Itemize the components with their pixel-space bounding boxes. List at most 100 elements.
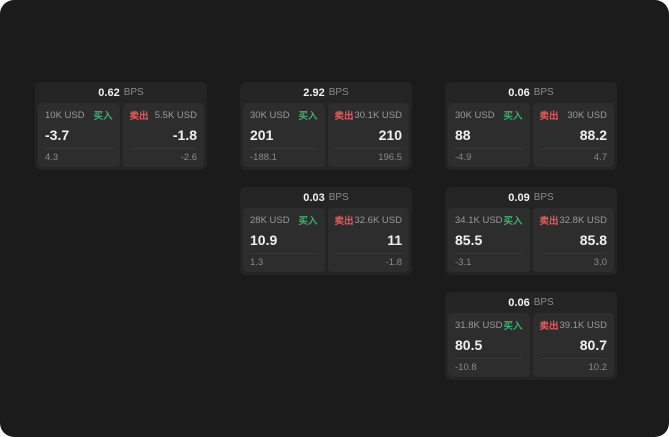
- spread-value: 0.03: [303, 191, 325, 204]
- buy-amount: 31.8K USD: [455, 319, 503, 331]
- buy-panel[interactable]: 30K USD 买入 88 -4.9: [448, 103, 530, 167]
- quote-body: 34.1K USD 买入 85.5 -3.1 卖出 32.8K USD 85.8…: [445, 208, 617, 275]
- sell-tag: 卖出: [334, 111, 354, 122]
- sell-sub-value: 10.2: [539, 358, 607, 373]
- spread-unit: BPS: [328, 87, 349, 98]
- sell-amount: 5.5K USD: [154, 109, 197, 121]
- buy-sub-value: 4.3: [45, 148, 113, 163]
- buy-price: 85.5: [455, 232, 483, 248]
- buy-price: 80.5: [455, 337, 483, 353]
- sell-price: 11: [387, 232, 402, 248]
- quote-card: 0.06 BPS 30K USD 买入 88 -4.9 卖出 30K USD 8…: [445, 82, 617, 170]
- sell-tag: 卖出: [539, 321, 559, 332]
- sell-price: 88.2: [579, 127, 607, 143]
- sell-header-row: 卖出 32.8K USD: [539, 213, 608, 228]
- sell-sub-value: -1.8: [334, 253, 402, 268]
- buy-panel[interactable]: 31.8K USD 买入 80.5 -10.8: [448, 313, 530, 377]
- buy-sub-value: -10.8: [455, 358, 523, 373]
- sell-panel[interactable]: 卖出 32.8K USD 85.8 3.0: [532, 208, 614, 272]
- sell-panel[interactable]: 卖出 39.1K USD 80.7 10.2: [532, 313, 614, 377]
- buy-panel[interactable]: 10K USD 买入 -3.7 4.3: [38, 103, 120, 167]
- spread-value: 0.06: [508, 86, 530, 99]
- quote-body: 31.8K USD 买入 80.5 -10.8 卖出 39.1K USD 80.…: [445, 313, 617, 380]
- buy-amount: 10K USD: [45, 109, 85, 121]
- quote-card: 0.09 BPS 34.1K USD 买入 85.5 -3.1 卖出 32.8K…: [445, 187, 617, 275]
- quote-body: 30K USD 买入 201 -188.1 卖出 30.1K USD 210 1…: [240, 103, 412, 170]
- buy-header-row: 10K USD 买入: [45, 108, 113, 123]
- sell-header-row: 卖出 39.1K USD: [539, 318, 608, 333]
- spread-value: 0.62: [98, 86, 120, 99]
- buy-header-row: 30K USD 买入: [455, 108, 523, 123]
- sell-sub-value: 196.5: [334, 148, 402, 163]
- buy-amount: 28K USD: [250, 214, 290, 226]
- sell-price: 210: [378, 127, 402, 143]
- buy-amount: 30K USD: [250, 109, 290, 121]
- quote-body: 10K USD 买入 -3.7 4.3 卖出 5.5K USD -1.8 -2.…: [35, 103, 207, 170]
- quote-body: 30K USD 买入 88 -4.9 卖出 30K USD 88.2 4.7: [445, 103, 617, 170]
- sell-price: 80.7: [579, 337, 607, 353]
- spread-header: 0.62 BPS: [35, 82, 207, 103]
- buy-tag: 买入: [298, 216, 318, 227]
- buy-price: 10.9: [250, 232, 278, 248]
- sell-tag: 卖出: [539, 216, 559, 227]
- buy-amount: 30K USD: [455, 109, 495, 121]
- buy-sub-value: -4.9: [455, 148, 523, 163]
- sell-tag: 卖出: [539, 111, 559, 122]
- buy-header-row: 31.8K USD 买入: [455, 318, 523, 333]
- sell-sub-value: -2.6: [129, 148, 197, 163]
- spread-header: 0.03 BPS: [240, 187, 412, 208]
- sell-amount: 32.8K USD: [559, 214, 607, 226]
- spread-value: 2.92: [303, 86, 325, 99]
- sell-amount: 39.1K USD: [559, 319, 607, 331]
- spread-header: 0.06 BPS: [445, 82, 617, 103]
- buy-header-row: 34.1K USD 买入: [455, 213, 523, 228]
- buy-panel[interactable]: 30K USD 买入 201 -188.1: [243, 103, 325, 167]
- spread-value: 0.09: [508, 191, 530, 204]
- sell-amount: 30K USD: [567, 109, 607, 121]
- sell-panel[interactable]: 卖出 5.5K USD -1.8 -2.6: [122, 103, 204, 167]
- spread-header: 0.09 BPS: [445, 187, 617, 208]
- buy-header-row: 28K USD 买入: [250, 213, 318, 228]
- sell-price: -1.8: [172, 127, 197, 143]
- sell-sub-value: 4.7: [539, 148, 607, 163]
- spread-unit: BPS: [533, 297, 554, 308]
- quote-body: 28K USD 买入 10.9 1.3 卖出 32.6K USD 11 -1.8: [240, 208, 412, 275]
- sell-header-row: 卖出 5.5K USD: [129, 108, 198, 123]
- buy-sub-value: -188.1: [250, 148, 318, 163]
- sell-amount: 30.1K USD: [354, 109, 402, 121]
- sell-panel[interactable]: 卖出 30K USD 88.2 4.7: [532, 103, 614, 167]
- buy-tag: 买入: [503, 321, 523, 332]
- buy-tag: 买入: [93, 111, 113, 122]
- quote-card: 2.92 BPS 30K USD 买入 201 -188.1 卖出 30.1K …: [240, 82, 412, 170]
- spread-header: 2.92 BPS: [240, 82, 412, 103]
- sell-panel[interactable]: 卖出 32.6K USD 11 -1.8: [327, 208, 409, 272]
- spread-unit: BPS: [533, 192, 554, 203]
- buy-tag: 买入: [503, 111, 523, 122]
- buy-header-row: 30K USD 买入: [250, 108, 318, 123]
- sell-amount: 32.6K USD: [354, 214, 402, 226]
- buy-panel[interactable]: 28K USD 买入 10.9 1.3: [243, 208, 325, 272]
- buy-price: -3.7: [45, 127, 70, 143]
- sell-sub-value: 3.0: [539, 253, 607, 268]
- buy-panel[interactable]: 34.1K USD 买入 85.5 -3.1: [448, 208, 530, 272]
- quote-card: 0.06 BPS 31.8K USD 买入 80.5 -10.8 卖出 39.1…: [445, 292, 617, 380]
- sell-header-row: 卖出 30.1K USD: [334, 108, 403, 123]
- buy-price: 88: [455, 127, 471, 143]
- spread-unit: BPS: [123, 87, 144, 98]
- sell-header-row: 卖出 32.6K USD: [334, 213, 403, 228]
- sell-header-row: 卖出 30K USD: [539, 108, 608, 123]
- quote-card: 0.03 BPS 28K USD 买入 10.9 1.3 卖出 32.6K US…: [240, 187, 412, 275]
- spread-value: 0.06: [508, 296, 530, 309]
- sell-tag: 卖出: [334, 216, 354, 227]
- sell-tag: 卖出: [129, 111, 149, 122]
- buy-sub-value: 1.3: [250, 253, 318, 268]
- buy-sub-value: -3.1: [455, 253, 523, 268]
- buy-amount: 34.1K USD: [455, 214, 503, 226]
- quote-card: 0.62 BPS 10K USD 买入 -3.7 4.3 卖出 5.5K USD…: [35, 82, 207, 170]
- spread-header: 0.06 BPS: [445, 292, 617, 313]
- buy-tag: 买入: [298, 111, 318, 122]
- sell-panel[interactable]: 卖出 30.1K USD 210 196.5: [327, 103, 409, 167]
- buy-price: 201: [250, 127, 274, 143]
- spread-unit: BPS: [328, 192, 349, 203]
